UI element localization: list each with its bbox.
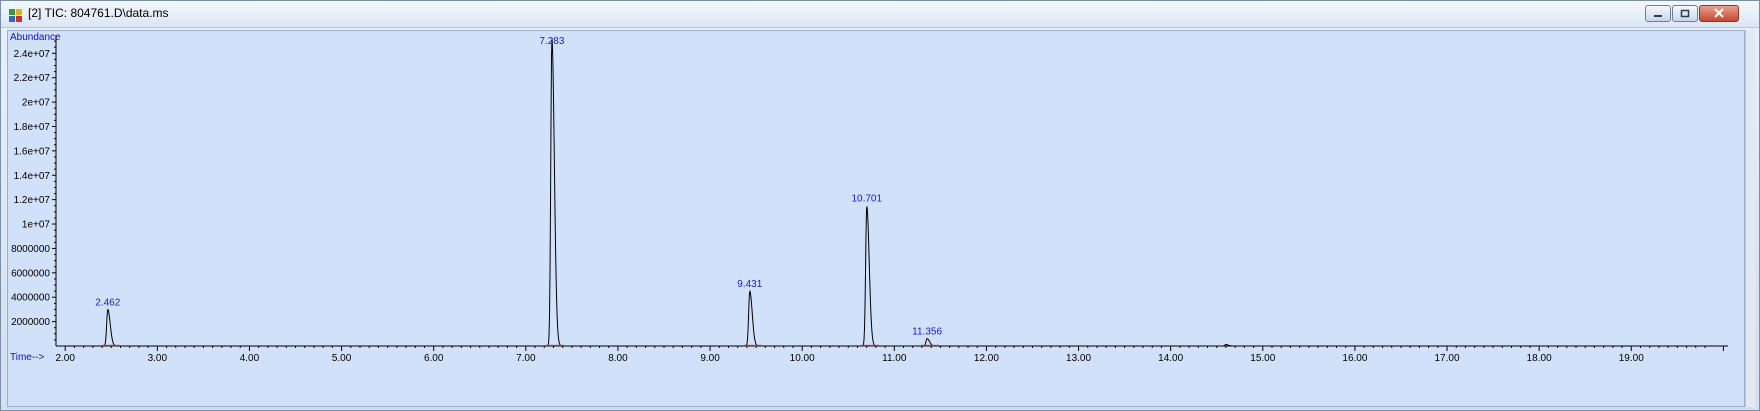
x-tick-label: 4.00 xyxy=(240,353,260,364)
title-bar[interactable]: [2] TIC: 804761.D\data.ms xyxy=(1,1,1759,28)
peak-label: 2.462 xyxy=(95,297,120,308)
y-axis-label: Abundance xyxy=(10,32,61,43)
x-tick-label: 8.00 xyxy=(608,353,628,364)
x-tick-label: 5.00 xyxy=(332,353,352,364)
y-tick-label: 1.2e+07 xyxy=(14,195,51,206)
peak-label: 9.431 xyxy=(737,279,762,290)
x-tick-label: 9.00 xyxy=(700,353,720,364)
close-button[interactable] xyxy=(1699,5,1739,22)
x-tick-label: 13.00 xyxy=(1066,353,1091,364)
vertical-scrollbar[interactable] xyxy=(1745,30,1755,407)
window-title: [2] TIC: 804761.D\data.ms xyxy=(28,6,169,20)
restore-icon xyxy=(1680,9,1690,18)
x-axis-label: Time--> xyxy=(10,352,45,363)
peak-labels: 2.462 7.283 9.431 10.701 11.356 xyxy=(95,36,942,338)
y-tick-label: 8000000 xyxy=(11,244,50,255)
x-tick-label: 3.00 xyxy=(148,353,168,364)
x-tick-label: 2.00 xyxy=(55,353,75,364)
minimize-icon xyxy=(1654,15,1662,17)
x-tick-label: 18.00 xyxy=(1527,353,1552,364)
x-tick-label: 10.00 xyxy=(790,353,815,364)
y-tick-label: 1e+07 xyxy=(22,220,51,231)
x-tick-label: 16.00 xyxy=(1342,353,1367,364)
y-tick-label: 2.4e+07 xyxy=(14,49,51,60)
peak-label: 7.283 xyxy=(539,36,564,47)
peak-label: 11.356 xyxy=(912,327,942,338)
y-ticks: 2000000 4000000 6000000 8000000 1e+07 1.2e+07… xyxy=(11,40,56,341)
y-tick-label: 1.8e+07 xyxy=(14,122,51,133)
x-ticks: 2.00 3.00 4.00 5.00 6.00 7.00 8.00 9.00 10.00 11.… xyxy=(55,346,1724,364)
chromatogram-app-icon xyxy=(9,9,22,22)
x-tick-label: 19.00 xyxy=(1619,353,1644,364)
tic-trace xyxy=(56,37,1728,347)
window-controls xyxy=(1645,5,1739,22)
y-tick-label: 2e+07 xyxy=(22,98,51,109)
y-tick-label: 2.2e+07 xyxy=(14,73,51,84)
y-tick-label: 1.6e+07 xyxy=(14,146,51,157)
restore-button[interactable] xyxy=(1672,5,1698,22)
x-tick-label: 7.00 xyxy=(516,353,536,364)
chromatogram-chart: Abundance Time--> 2000000 4000000 6000000 8… xyxy=(10,32,1728,364)
y-tick-label: 4000000 xyxy=(11,293,50,304)
y-tick-label: 1.4e+07 xyxy=(14,171,51,182)
y-tick-label: 6000000 xyxy=(11,268,50,279)
x-tick-label: 11.00 xyxy=(882,353,907,364)
axes xyxy=(55,35,1728,347)
x-tick-label: 17.00 xyxy=(1435,353,1460,364)
close-icon xyxy=(1714,8,1724,18)
minimize-button[interactable] xyxy=(1645,5,1671,22)
y-tick-label: 2000000 xyxy=(11,317,50,328)
plot-area[interactable]: Abundance Time--> 2000000 4000000 6000000 8… xyxy=(7,30,1745,407)
x-tick-label: 15.00 xyxy=(1250,353,1275,364)
tic-trace-line xyxy=(56,37,1728,347)
x-tick-label: 14.00 xyxy=(1158,353,1183,364)
x-tick-label: 6.00 xyxy=(424,353,444,364)
x-tick-label: 12.00 xyxy=(974,353,999,364)
peak-label: 10.701 xyxy=(851,194,882,205)
